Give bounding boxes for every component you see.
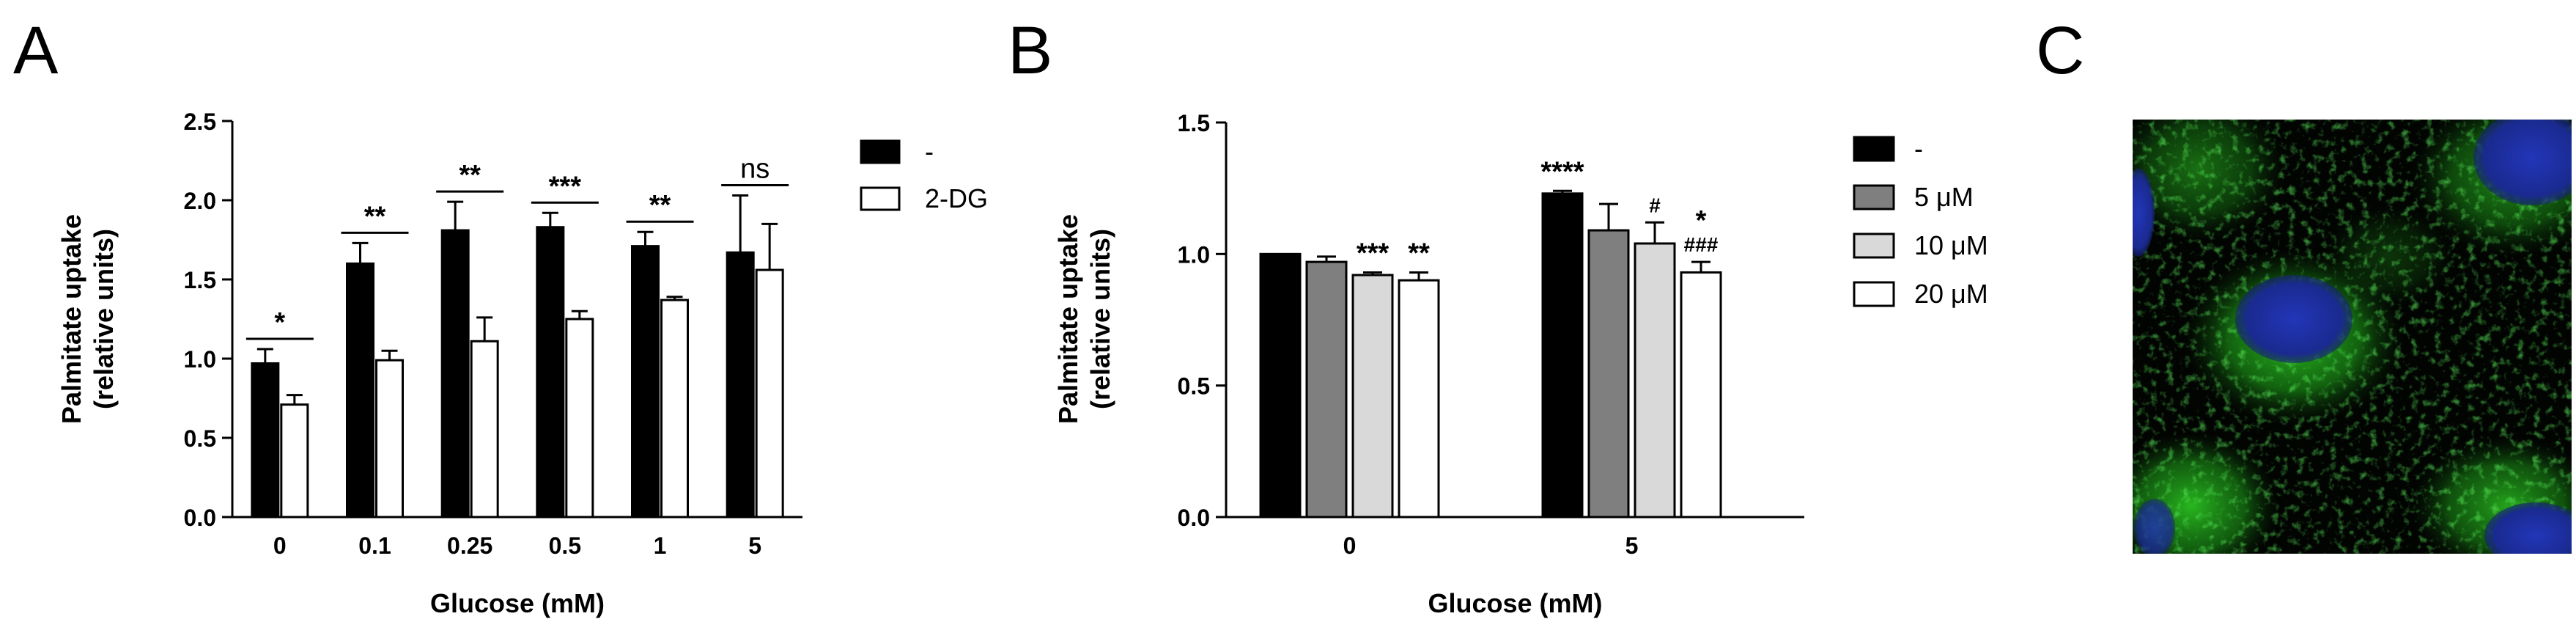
significance-label-b: ** [1408, 238, 1430, 268]
significance-label-b: **** [1540, 156, 1584, 187]
axes-b: 0.0 0.5 1.0 1.5 0 5 [1178, 110, 1804, 559]
bar-a [280, 403, 309, 519]
bar-b [1587, 229, 1630, 519]
significance-label-a: ns [740, 154, 770, 185]
legend-label-b: 5 μM [1914, 182, 1974, 212]
bar-b [1634, 242, 1676, 519]
bar-b [1305, 260, 1348, 519]
y-axis-title-line-b: (relative units) [1085, 229, 1115, 409]
significance-label-b: * [1696, 205, 1707, 236]
y-axis-title-line-a: Palmitate uptake [56, 214, 86, 424]
bar-a [536, 226, 565, 519]
significance-a: ***** *****ns [246, 154, 789, 340]
legend-b: - 5 μM 10 μM 20 μM [1853, 133, 1988, 309]
legend-swatch-b [1853, 281, 1895, 307]
bar-a [440, 229, 470, 519]
bar-b [1259, 252, 1302, 519]
bar-b [1398, 279, 1440, 519]
panel-letter-a: A [13, 13, 59, 88]
y-tick-label-b: 0.5 [1178, 373, 1210, 400]
axes-a: 0.0 0.5 1.0 1.5 2.0 2.5 0 0.1 0.25 0.5 1 5 [184, 109, 802, 559]
y-tick-label-b: 1.0 [1178, 241, 1210, 268]
y-axis-title-line-b: Palmitate uptake [1053, 214, 1083, 424]
y-axis-title-b: Palmitate uptake (relative units) [1053, 214, 1115, 424]
x-tick-label-a: 0 [273, 532, 287, 559]
bar-b [1541, 192, 1584, 519]
y-tick-label-a: 2.0 [184, 188, 216, 214]
nucleus-top-right [2473, 120, 2572, 205]
nucleus-center [2235, 275, 2352, 363]
significance-label-a: ** [459, 160, 481, 191]
bar-a [251, 362, 280, 519]
bar-a [755, 268, 784, 519]
x-tick-label-a: 0.1 [358, 532, 391, 559]
nucleus-bottom-right [2484, 502, 2572, 554]
x-tick-label-b: 5 [1625, 532, 1639, 559]
chart-a: Palmitate uptake (relative units) 0.0 0.5 1… [56, 109, 988, 618]
x-tick-label-a: 5 [748, 532, 761, 559]
x-tick-label-a: 0.25 [447, 532, 492, 559]
y-tick-label-a: 0.5 [184, 425, 216, 452]
y-tick-label-b: 0.0 [1178, 505, 1210, 531]
panel-letter-b: B [1008, 13, 1052, 88]
legend-swatch-a [860, 186, 901, 211]
bar-a [660, 298, 689, 519]
nucleus-bottom-left [2134, 499, 2175, 554]
significance-label-a: ** [364, 201, 386, 232]
legend-swatch-b [1853, 136, 1895, 162]
nucleus-left-edge [2133, 169, 2155, 257]
significance-label-a: ** [649, 190, 671, 221]
significance-label-b: *** [1357, 238, 1390, 268]
legend-swatch-a [860, 139, 901, 164]
legend-label-a: 2-DG [925, 183, 988, 213]
legend-label-b: 20 μM [1914, 279, 1988, 309]
bar-a [726, 251, 755, 519]
bar-b [1680, 271, 1722, 519]
legend-swatch-b [1853, 232, 1895, 259]
x-axis-title-a: Glucose (mM) [430, 588, 605, 618]
bar-a [375, 359, 404, 519]
significance-label-b: # [1649, 194, 1661, 216]
significance-label-a: * [274, 307, 285, 338]
significance-label-b: ### [1684, 233, 1719, 256]
significance-label-a: *** [549, 171, 582, 202]
legend-swatch-b [1853, 184, 1895, 210]
y-axis-title-line-a: (relative units) [89, 229, 119, 409]
legend-label-a: - [925, 136, 934, 166]
bars-b: *** ******#*### [1259, 156, 1722, 519]
y-tick-label-a: 1.0 [184, 346, 216, 373]
micrograph-image [2133, 120, 2572, 554]
y-tick-label-a: 1.5 [184, 267, 216, 293]
x-tick-label-a: 0.5 [549, 532, 581, 559]
bar-a [565, 318, 594, 519]
chart-b: Palmitate uptake (relative units) 0.0 0.5 1… [1053, 110, 1988, 618]
bars-a [251, 194, 784, 519]
bar-a [631, 245, 660, 519]
panel-letter-c: C [2036, 13, 2084, 88]
bar-a [470, 340, 499, 519]
y-tick-label-a: 0.0 [184, 505, 216, 531]
bar-a [346, 262, 374, 519]
x-tick-label-b: 0 [1343, 532, 1357, 559]
y-axis-title-a: Palmitate uptake (relative units) [56, 214, 119, 424]
legend-label-b: 10 μM [1914, 230, 1988, 260]
legend-a: - 2-DG [860, 136, 988, 213]
bar-b [1351, 274, 1394, 519]
y-tick-label-a: 2.5 [184, 109, 216, 135]
x-axis-title-b: Glucose (mM) [1428, 588, 1602, 618]
y-tick-label-b: 1.5 [1178, 110, 1210, 136]
legend-label-b: - [1914, 133, 1923, 164]
x-tick-label-a: 1 [654, 532, 667, 559]
